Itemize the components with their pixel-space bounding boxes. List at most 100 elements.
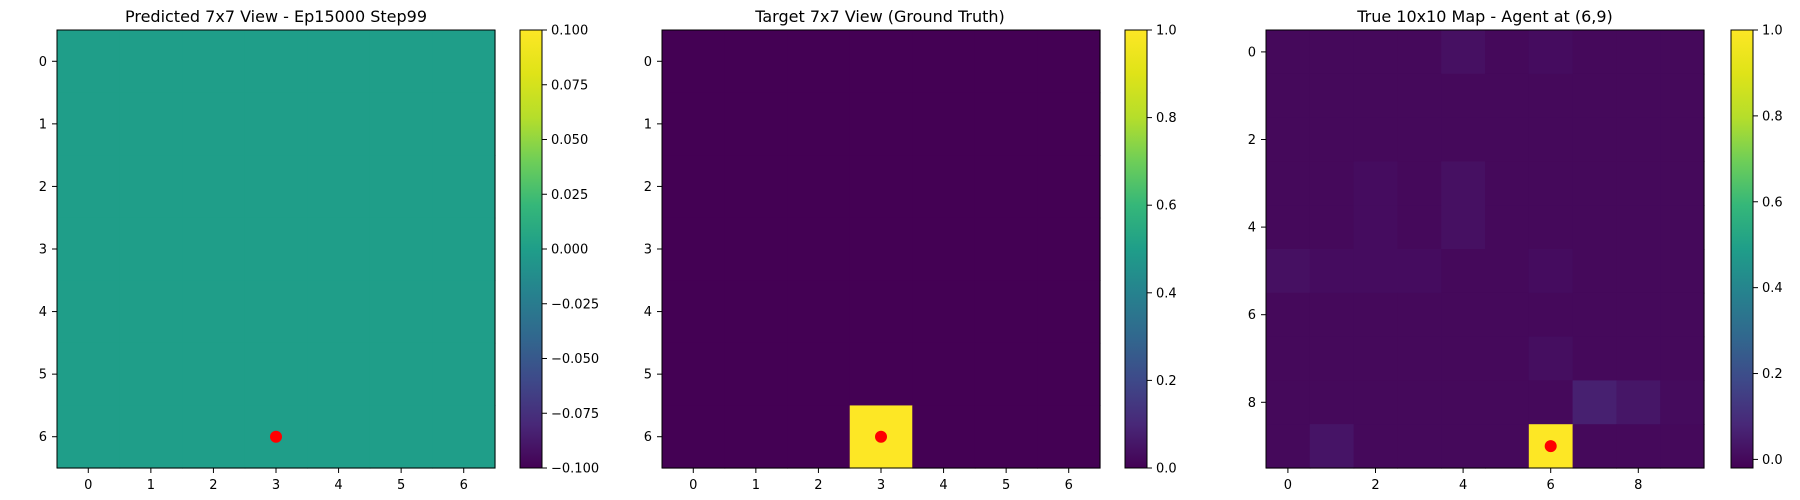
heatmap-cell [1353,336,1398,381]
heatmap-cell [307,342,371,407]
heatmap-cell [662,155,726,219]
heatmap-cell [1572,30,1617,75]
x-axis-ticks: 0 1 2 3 4 5 6 [84,468,468,493]
heatmap-cell [1616,161,1661,206]
heatmap-cell [1309,424,1355,469]
heatmap-cell [1266,424,1311,469]
heatmap-cell [974,280,1039,344]
x-tick-label: 2 [209,478,217,493]
x-tick-label: 5 [1002,478,1010,493]
colorbar-tick-label: 0.2 [1156,374,1177,389]
heatmap-cell [57,405,121,469]
colorbar-tick-label: −0.025 [551,297,599,312]
heatmap-cell [1572,336,1617,381]
x-axis-ticks: 0 1 2 3 4 5 6 [689,468,1073,493]
heatmap-cell [1353,249,1398,294]
x-tick-label: 0 [84,478,92,493]
heatmap-cell [1266,292,1311,338]
heatmap-cell [662,280,726,344]
heatmap-cell [1353,161,1398,206]
heatmap-cell [974,217,1039,281]
heatmap-cell [1485,161,1530,206]
y-tick-label: 6 [1248,308,1256,323]
heatmap-cell [1485,380,1530,425]
panel-true-map: True 10x10 Map - Agent at (6,9) 0 2 4 6 8 0 2… [1248,7,1783,493]
heatmap-cell [1528,249,1574,294]
heatmap-cell [912,155,976,219]
heatmap-cell [1660,117,1705,162]
heatmap-cells [662,30,1101,469]
heatmap-cell [1660,205,1705,250]
x-tick-label: 1 [147,478,155,493]
x-tick-label: 8 [1634,478,1642,493]
chart-title: Target 7x7 View (Ground Truth) [754,7,1005,26]
heatmap-cell [119,217,183,281]
x-tick-label: 3 [272,478,280,493]
heatmap-cell [1528,336,1574,381]
heatmap-cell [1397,161,1442,206]
heatmap-cell [369,405,434,469]
heatmap-cell [1309,117,1355,162]
heatmap-cell [1353,117,1398,162]
colorbar-tick-label: 0.8 [1762,109,1783,124]
heatmap-cell [1485,249,1530,294]
colorbar-tick-label: 0.100 [551,24,588,39]
heatmap-cell [119,280,183,344]
heatmap-cell [182,217,246,281]
heatmap-cell [57,342,121,407]
heatmap-cell [182,155,246,219]
heatmap-cell [432,280,496,344]
heatmap-cell [1309,336,1355,381]
colorbar [1730,29,1754,469]
x-tick-label: 6 [460,478,468,493]
heatmap-cell [1037,217,1101,281]
heatmap-cell [1616,73,1661,119]
x-tick-label: 1 [752,478,760,493]
heatmap-cell [787,92,851,156]
heatmap-cell [1660,30,1705,75]
y-axis-ticks: 0 2 4 6 8 [1248,45,1266,411]
heatmap-cell [912,280,976,344]
heatmap-cell [1353,292,1398,338]
heatmap-cell [1572,117,1617,162]
heatmap-cell [724,92,788,156]
heatmap-cell [912,30,976,94]
heatmap-cell [1528,30,1574,75]
colorbar-tick-label: 0.025 [551,188,588,203]
heatmap-cell [1266,161,1311,206]
heatmap-cell [1485,205,1530,250]
heatmap-cell [1572,380,1617,425]
heatmap-cell [974,342,1039,407]
panel-predicted-view: Predicted 7x7 View - Ep15000 Step99 0 1 2 3… [39,7,599,493]
colorbar-tick-label: 0.6 [1156,199,1177,214]
heatmap-cell [1616,205,1661,250]
heatmap-cell [432,155,496,219]
chart-title: True 10x10 Map - Agent at (6,9) [1356,7,1613,26]
heatmap-cell [787,217,851,281]
heatmap-cell [432,342,496,407]
heatmap-cell [1353,30,1398,75]
heatmap-cell [182,280,246,344]
y-tick-label: 0 [1248,45,1256,60]
colorbar-tick-label: 0.8 [1156,111,1177,126]
y-tick-label: 6 [39,430,47,445]
heatmap-cell [182,92,246,156]
colorbar-tick-label: 0.4 [1156,286,1177,301]
heatmap-cell [1441,249,1486,294]
heatmap-cell [1616,249,1661,294]
heatmap-cell [1353,73,1398,119]
heatmap-cell [432,92,496,156]
colorbar-tick-label: 0.6 [1762,195,1783,210]
heatmap-cell [724,280,788,344]
heatmap-cell [57,92,121,156]
heatmap-cell [57,30,121,94]
heatmap-cell [57,217,121,281]
heatmap-cell [1309,380,1355,425]
heatmap-cell [724,405,788,469]
heatmap-cell [662,405,726,469]
heatmap-cell [1441,380,1486,425]
heatmap-cell [1485,73,1530,119]
heatmap-cell [244,342,308,407]
agent-marker [875,430,887,443]
heatmap-cell [119,405,183,469]
